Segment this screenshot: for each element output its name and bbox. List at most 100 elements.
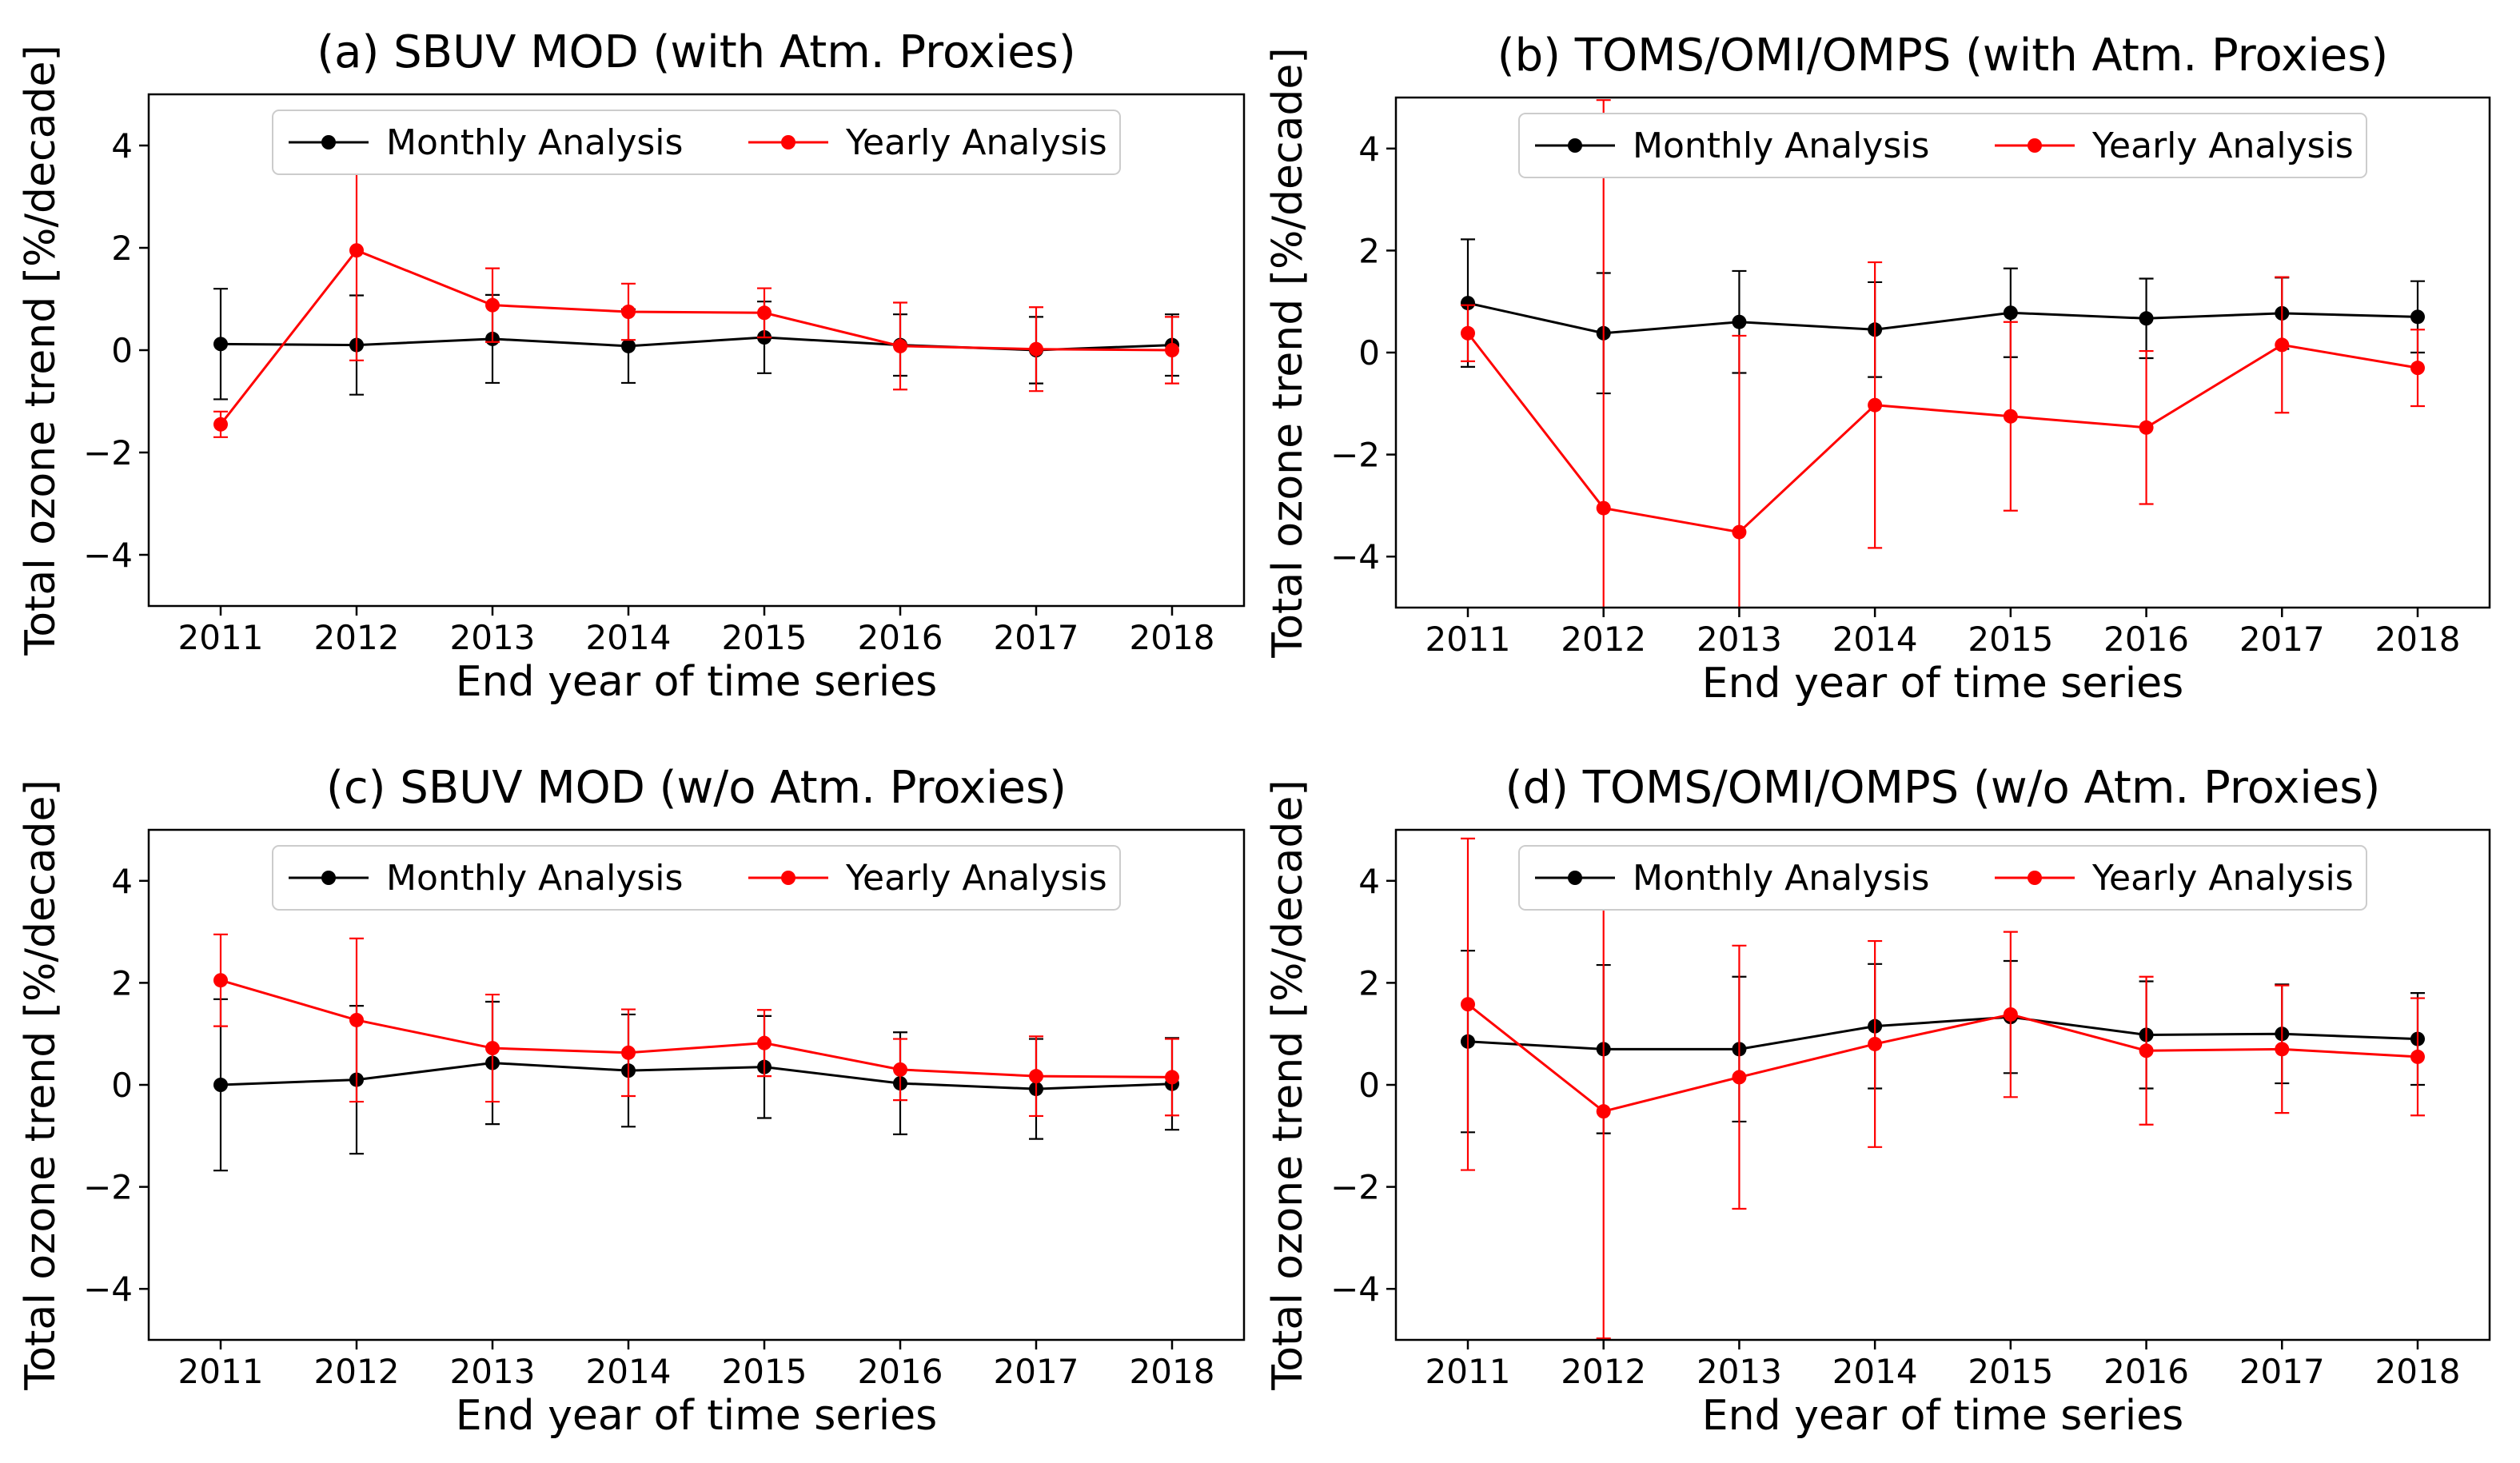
x-axis-label: End year of time series <box>456 1392 938 1440</box>
y-axis-label: Total ozone trend [%/decade] <box>17 779 65 1390</box>
data-point <box>2139 1043 2154 1058</box>
data-point <box>1868 397 1883 413</box>
y-tick-label: 4 <box>111 126 133 165</box>
x-tick-label: 2013 <box>1697 620 1782 659</box>
x-axis-label: End year of time series <box>1702 1392 2184 1440</box>
x-tick-label: 2017 <box>2239 620 2325 659</box>
data-point <box>1029 1069 1043 1084</box>
legend-box <box>1518 845 2367 911</box>
data-point <box>757 1035 772 1050</box>
data-point <box>2003 1007 2018 1022</box>
plot-area <box>1461 99 2425 608</box>
y-tick-label: 4 <box>1358 130 1380 169</box>
x-tick-label: 2014 <box>586 1352 672 1391</box>
legend: Monthly Analysis Yearly Analysis <box>1518 113 2367 178</box>
data-point <box>485 1041 500 1056</box>
data-point <box>2410 1049 2425 1064</box>
series-monthly-analysis <box>1461 238 2425 395</box>
y-tick-label: 2 <box>111 229 133 268</box>
data-point <box>2275 1042 2290 1057</box>
x-tick-label: 2016 <box>2103 620 2189 659</box>
series-line <box>1466 332 2418 534</box>
legend-marker <box>321 871 336 885</box>
x-tick-label: 2012 <box>314 618 400 657</box>
x-axis-label: End year of time series <box>1702 660 2184 708</box>
y-tick-label: −2 <box>1330 1168 1380 1207</box>
series-line <box>1467 301 2418 335</box>
data-point <box>621 1045 636 1060</box>
legend-marker <box>2028 871 2042 885</box>
x-tick-label: 2018 <box>2375 1352 2461 1391</box>
data-point <box>485 297 500 313</box>
plot-frame <box>1394 828 2491 1341</box>
data-point <box>1732 314 1747 329</box>
data-point <box>1732 524 1747 540</box>
legend-label: Yearly Analysis <box>845 122 1107 163</box>
data-point <box>1165 1070 1179 1085</box>
x-tick-label: 2016 <box>2103 1352 2189 1391</box>
x-tick-label: 2018 <box>1130 618 1215 657</box>
data-point <box>1596 1104 1611 1119</box>
x-tick-label: 2018 <box>2375 620 2461 659</box>
legend-label: Yearly Analysis <box>2091 858 2354 899</box>
x-tick-label: 2015 <box>722 1352 807 1391</box>
x-tick-label: 2011 <box>1425 620 1511 659</box>
series-yearly-analysis <box>213 139 1179 438</box>
y-tick-label: −4 <box>83 536 133 575</box>
y-axis-label: Total ozone trend [%/decade] <box>1264 779 1312 1390</box>
data-point <box>757 305 772 321</box>
x-tick-label: 2018 <box>1130 1352 1215 1391</box>
y-tick-label: 2 <box>1358 231 1380 270</box>
data-point <box>2139 311 2154 326</box>
legend-label: Monthly Analysis <box>386 122 683 163</box>
data-point <box>349 243 364 258</box>
data-point <box>2275 337 2290 353</box>
panel-a: (a) SBUV MOD (with Atm. Proxies) End year… <box>17 26 1246 706</box>
legend-label: Monthly Analysis <box>1633 858 1929 899</box>
x-tick-label: 2013 <box>450 618 536 657</box>
series-yearly-analysis <box>1461 837 2425 1340</box>
y-tick-label: −2 <box>83 433 133 472</box>
legend-marker <box>2028 138 2042 153</box>
y-axis-label: Total ozone trend [%/decade] <box>17 45 65 656</box>
x-tick-label: 2014 <box>586 618 672 657</box>
x-tick-label: 2017 <box>2239 1352 2325 1391</box>
x-tick-label: 2015 <box>1968 620 2053 659</box>
data-point <box>2139 420 2154 435</box>
y-tick-label: 2 <box>111 963 133 1003</box>
series-line <box>219 249 1173 425</box>
data-point <box>2003 409 2018 424</box>
data-point <box>213 1078 228 1092</box>
data-point <box>2410 309 2425 325</box>
x-tick-label: 2014 <box>1832 620 1918 659</box>
legend-marker <box>781 135 795 149</box>
data-point <box>893 1062 907 1077</box>
legend-label: Yearly Analysis <box>845 858 1107 899</box>
y-tick-label: −4 <box>1330 537 1380 576</box>
x-tick-label: 2015 <box>722 618 807 657</box>
data-point <box>1461 325 1475 341</box>
x-tick-label: 2012 <box>1561 620 1646 659</box>
panel-title: (d) TOMS/OMI/OMPS (w/o Atm. Proxies) <box>1505 762 2381 814</box>
legend-box <box>272 110 1121 175</box>
x-tick-label: 2016 <box>858 1352 943 1391</box>
data-point <box>621 338 636 353</box>
data-point <box>1868 1036 1883 1051</box>
x-tick-label: 2011 <box>178 1352 264 1391</box>
series-line <box>1467 1003 2418 1113</box>
data-point <box>1029 341 1043 357</box>
x-tick-label: 2016 <box>858 618 943 657</box>
series-line <box>220 979 1173 1078</box>
x-tick-label: 2011 <box>178 618 264 657</box>
y-tick-label: −2 <box>83 1168 133 1207</box>
panel-b: (b) TOMS/OMI/OMPS (with Atm. Proxies) End… <box>1264 30 2491 708</box>
legend: Monthly Analysis Yearly Analysis <box>272 110 1121 175</box>
plot-frame <box>147 828 1246 1341</box>
x-tick-label: 2012 <box>314 1352 400 1391</box>
y-tick-label: 2 <box>1358 963 1380 1003</box>
data-point <box>213 417 228 432</box>
legend: Monthly Analysis Yearly Analysis <box>1518 845 2367 911</box>
legend-marker <box>321 135 336 149</box>
data-point <box>893 338 907 353</box>
